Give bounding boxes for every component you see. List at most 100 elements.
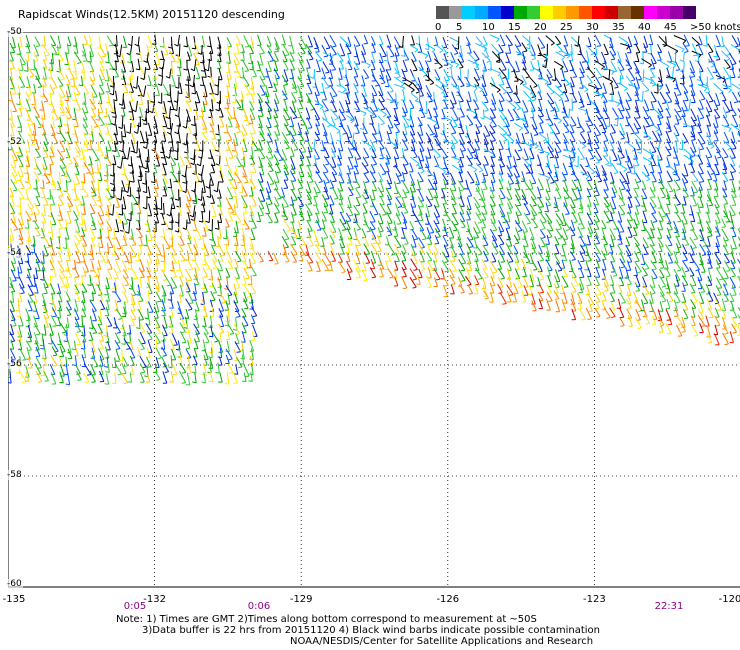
wind-barb-flag [47,77,52,79]
wind-barb [321,211,327,221]
wind-barb-flag [152,78,157,80]
wind-barb [435,84,445,92]
wind-barb [587,234,591,246]
wind-barb [474,138,481,150]
wind-barb [227,91,231,104]
wind-barb [90,194,98,206]
wind-barb [434,195,440,207]
wind-barb-flag [548,229,553,232]
wind-barb [187,235,192,244]
wind-barb [610,234,615,247]
wind-barb [425,204,431,217]
wind-barb [642,69,645,82]
wind-barb-flag [457,159,461,164]
wind-barb-flag [63,175,68,178]
wind-barb [121,180,126,192]
wind-barb [617,227,622,240]
wind-barb [136,140,139,154]
wind-barb-flag [200,248,205,250]
wind-barb-flag [103,115,108,118]
wind-barb-flag [611,132,616,134]
wind-barb-flag [519,81,524,85]
wind-barb [18,52,27,65]
wind-barb [634,178,640,189]
wind-barb [554,101,560,112]
wind-barb [483,45,490,58]
wind-barb [99,85,105,94]
wind-barb [82,187,89,197]
wind-barb [595,170,603,182]
wind-barb-flag [371,238,376,240]
wind-barb-flag [477,125,483,128]
wind-barb [473,83,484,90]
wind-barb-flag [13,228,18,231]
wind-barb [305,244,310,256]
wind-barb [698,36,703,45]
wind-barb [273,180,279,190]
wind-barb [578,122,585,132]
wind-barb [699,219,704,232]
wind-barb [347,147,354,158]
wind-barb-flag [470,181,475,184]
wind-barb [129,245,137,257]
wind-barb [299,91,304,102]
wind-barb-flag [110,189,116,192]
wind-barb-flag [214,149,219,152]
wind-barb [193,53,200,65]
wind-barb [83,101,89,113]
wind-barb [579,50,587,62]
wind-barb [659,219,664,230]
wind-barb [234,92,237,103]
wind-barb-flag [474,237,479,239]
wind-barb [307,210,311,221]
wind-barb [459,52,465,63]
wind-barb-flag [516,199,521,201]
colorbar-swatch [475,6,488,19]
wind-barb [586,187,592,197]
wind-barb-flag [359,127,364,131]
wind-barb-flag [46,246,51,249]
wind-barb [267,162,274,172]
wind-barb-flag [312,86,317,88]
wind-barb [75,42,79,54]
colorbar-swatch [592,6,605,19]
wind-barb-flag [635,205,641,207]
wind-barb [675,83,682,95]
wind-barb [338,115,344,127]
wind-barb [690,108,698,121]
wind-barb [378,84,384,96]
wind-barb-flag [724,180,729,183]
wind-barb [474,59,480,70]
wind-barb [155,154,161,167]
wind-barb [547,122,555,133]
wind-barbs [8,34,740,386]
wind-barb [242,139,248,152]
wind-barb-flag [542,65,547,69]
wind-barb [698,76,704,86]
wind-barb-flag [323,55,328,58]
wind-barb-flag [516,107,521,111]
wind-barb [329,228,336,238]
wind-barb [315,237,320,246]
wind-barb [209,122,215,132]
wind-barb-flag [62,247,67,250]
wind-barb [730,106,737,116]
wind-barb [65,218,68,229]
wind-barb [682,212,688,224]
wind-barb [433,107,439,117]
wind-barb-flag [331,69,336,71]
wind-barb [649,187,656,197]
wind-barb [649,34,654,45]
wind-barb [570,76,575,87]
wind-barb [35,187,41,197]
wind-barb [305,93,312,102]
wind-barb [491,172,496,183]
wind-barb-flag [81,165,87,167]
wind-barb [179,82,183,94]
wind-barb-flag [401,55,406,57]
wind-barb-flag [302,47,307,50]
wind-barb [665,122,672,132]
wind-barb [108,60,114,69]
wind-barb [681,82,689,93]
wind-barb-flag [94,171,99,174]
